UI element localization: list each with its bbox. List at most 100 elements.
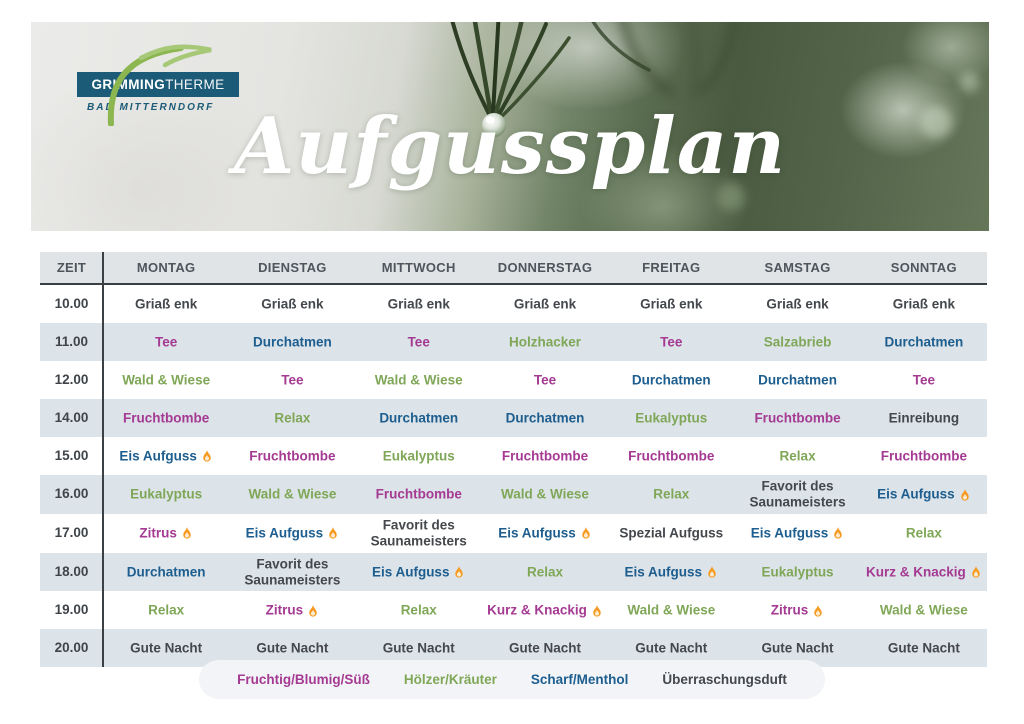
time-column-divider <box>102 252 104 668</box>
session-cell: Relax <box>274 410 311 426</box>
logo-wordmark: GRIMMING THERME <box>77 72 239 97</box>
session-cell: Fruchtbombe <box>375 486 462 502</box>
session-cell: Eis Aufguss <box>861 486 987 502</box>
session-cell: Einreibung <box>888 410 960 426</box>
flame-icon <box>959 488 971 502</box>
day-header-sonntag: SONNTAG <box>890 260 957 275</box>
session-cell: Fruchtbombe <box>754 410 841 426</box>
session-cell: Wald & Wiese <box>248 486 337 502</box>
legend-item-herbal: Hölzer/Kräuter <box>403 672 497 687</box>
session-cell: Gute Nacht <box>256 640 329 656</box>
flame-icon <box>706 565 718 579</box>
pine-branch-illustration <box>450 22 979 211</box>
session-cell: Eis Aufguss <box>356 564 482 580</box>
flame-icon <box>453 565 465 579</box>
session-cell: Relax <box>400 602 437 618</box>
session-cell: Salzabrieb <box>763 334 832 350</box>
session-cell: Holzhacker <box>508 334 581 350</box>
session-cell: Wald & Wiese <box>374 372 463 388</box>
session-cell: Griaß enk <box>892 296 955 312</box>
flame-icon <box>832 526 844 540</box>
session-cell: Kurz & Knackig <box>482 602 608 618</box>
session-cell: Relax <box>905 525 942 541</box>
session-cell: Fruchtbombe <box>628 448 715 464</box>
session-cell: Gute Nacht <box>130 640 203 656</box>
schedule-row-19.00: 19.00 Relax Zitrus Relax Kurz & Knackig Wal… <box>40 591 987 629</box>
session-cell: Durchatmen <box>884 334 964 350</box>
session-cell: Gute Nacht <box>887 640 960 656</box>
session-cell: Wald & Wiese <box>501 486 589 502</box>
legend: Fruchtig/Blumig/Süß Hölzer/Kräuter Scharf/… <box>0 660 1024 699</box>
schedule-row-12.00: 12.00 Wald & Wiese Tee Wald & Wiese Tee Durch… <box>40 361 987 399</box>
time-column-header: ZEIT <box>56 260 87 275</box>
time-label: 14.00 <box>54 410 89 426</box>
logo-subtitle: BAD MITTERNDORF <box>87 102 215 113</box>
schedule-row-10.00: 10.00 Griaß enk Griaß enk Griaß enk Griaß en… <box>40 285 987 323</box>
time-label: 20.00 <box>54 640 89 656</box>
day-header-samstag: SAMSTAG <box>764 260 831 275</box>
session-cell: Spezial Aufguss <box>619 525 724 541</box>
session-cell: Griaß enk <box>387 296 450 312</box>
session-cell: Fruchtbombe <box>501 448 589 464</box>
time-label: 10.00 <box>54 296 89 312</box>
session-cell: Griaß enk <box>135 296 198 312</box>
legend-item-neutral: Überraschungsduft <box>662 672 787 687</box>
session-cell: Favorit des Saunameisters <box>370 517 467 549</box>
session-cell: Wald & Wiese <box>627 602 716 618</box>
session-cell: Zitrus <box>103 525 229 541</box>
session-cell: Griaß enk <box>766 296 829 312</box>
flame-icon <box>307 604 319 618</box>
session-cell: Fruchtbombe <box>880 448 967 464</box>
session-cell: Griaß enk <box>640 296 703 312</box>
schedule-row-11.00: 11.00 Tee Durchatmen Tee Holzhacker Tee Salzab… <box>40 323 987 361</box>
schedule-table: ZEIT MONTAG DIENSTAG MITTWOCH DONNERSTAG FRE… <box>40 252 987 668</box>
session-cell: Kurz & Knackig <box>861 564 987 580</box>
schedule-row-15.00: 15.00 Eis Aufguss Fruchtbombe Eukalyptus Fr… <box>40 437 987 475</box>
session-cell: Eis Aufguss <box>103 448 229 464</box>
session-cell: Tee <box>912 372 935 388</box>
session-cell: Durchatmen <box>126 564 206 580</box>
session-cell: Durchatmen <box>505 410 585 426</box>
session-cell: Tee <box>407 334 430 350</box>
session-cell: Gute Nacht <box>635 640 708 656</box>
table-body: 10.00 Griaß enk Griaß enk Griaß enk Griaß en… <box>40 285 987 668</box>
time-label: 18.00 <box>54 563 89 579</box>
legend-item-fruity: Fruchtig/Blumig/Süß <box>237 672 370 687</box>
session-cell: Wald & Wiese <box>879 602 968 618</box>
logo-brand-light: THERME <box>165 77 225 92</box>
day-header-mittwoch: MITTWOCH <box>381 260 456 275</box>
session-cell: Relax <box>148 602 185 618</box>
day-header-donnerstag: DONNERSTAG <box>497 260 593 275</box>
session-cell: Gute Nacht <box>508 640 581 656</box>
session-cell: Durchatmen <box>631 372 711 388</box>
session-cell: Griaß enk <box>261 296 324 312</box>
flame-icon <box>580 526 592 540</box>
session-cell: Tee <box>281 372 304 388</box>
page-title: Aufgussplan <box>233 101 787 192</box>
session-cell: Durchatmen <box>253 334 332 350</box>
session-cell: Wald & Wiese <box>122 372 211 388</box>
session-cell: Fruchtbombe <box>249 448 336 464</box>
logo-brand-bold: GRIMMING <box>91 77 166 92</box>
session-cell: Eukalyptus <box>635 410 708 426</box>
flame-icon <box>201 449 213 463</box>
flame-icon <box>812 604 824 618</box>
session-cell: Gute Nacht <box>761 640 834 656</box>
flame-icon <box>327 526 339 540</box>
day-header-dienstag: DIENSTAG <box>258 260 327 275</box>
legend-item-sharp: Scharf/Menthol <box>530 672 629 687</box>
schedule-row-17.00: 17.00 Zitrus Eis Aufguss Favorit des Saun… <box>40 514 987 553</box>
session-cell: Fruchtbombe <box>123 410 210 426</box>
session-cell: Zitrus <box>734 602 860 618</box>
session-cell: Relax <box>779 448 816 464</box>
session-cell: Tee <box>660 334 683 350</box>
session-cell: Relax <box>526 564 563 580</box>
flame-icon <box>970 565 982 579</box>
session-cell: Durchatmen <box>379 410 459 426</box>
session-cell: Eukalyptus <box>130 486 203 502</box>
time-label: 12.00 <box>54 372 89 388</box>
session-cell: Gute Nacht <box>382 640 455 656</box>
time-label: 16.00 <box>54 486 89 502</box>
session-cell: Eis Aufguss <box>608 564 734 580</box>
session-cell: Tee <box>533 372 557 388</box>
